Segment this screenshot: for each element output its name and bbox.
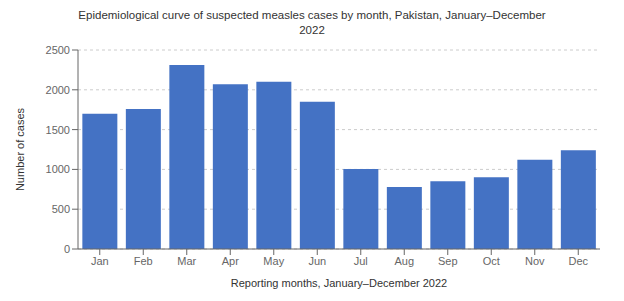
svg-text:Reporting months, January–Dece: Reporting months, January–December 2022 <box>231 277 447 289</box>
svg-text:Jan: Jan <box>91 255 109 267</box>
svg-text:Feb: Feb <box>134 255 153 267</box>
svg-text:Jun: Jun <box>308 255 326 267</box>
svg-text:1000: 1000 <box>46 163 70 175</box>
svg-text:1500: 1500 <box>46 124 70 136</box>
svg-text:2000: 2000 <box>46 84 70 96</box>
svg-text:Oct: Oct <box>483 255 500 267</box>
svg-text:Nov: Nov <box>525 255 545 267</box>
svg-text:Mar: Mar <box>177 255 196 267</box>
html-text:2022: 2022 <box>299 24 325 36</box>
svg-text:May: May <box>263 255 284 267</box>
html-text:Epidemiological curve of suspe: Epidemiological curve of suspected measl… <box>78 9 546 21</box>
svg-text:2500: 2500 <box>46 44 70 56</box>
svg-text:Apr: Apr <box>222 255 239 267</box>
svg-text:Aug: Aug <box>394 255 414 267</box>
svg-text:Dec: Dec <box>568 255 588 267</box>
svg-text:Jul: Jul <box>354 255 368 267</box>
svg-text:Number of cases: Number of cases <box>14 107 26 191</box>
svg-text:500: 500 <box>52 203 70 215</box>
svg-text:0: 0 <box>64 243 70 255</box>
svg-text:Sep: Sep <box>438 255 458 267</box>
